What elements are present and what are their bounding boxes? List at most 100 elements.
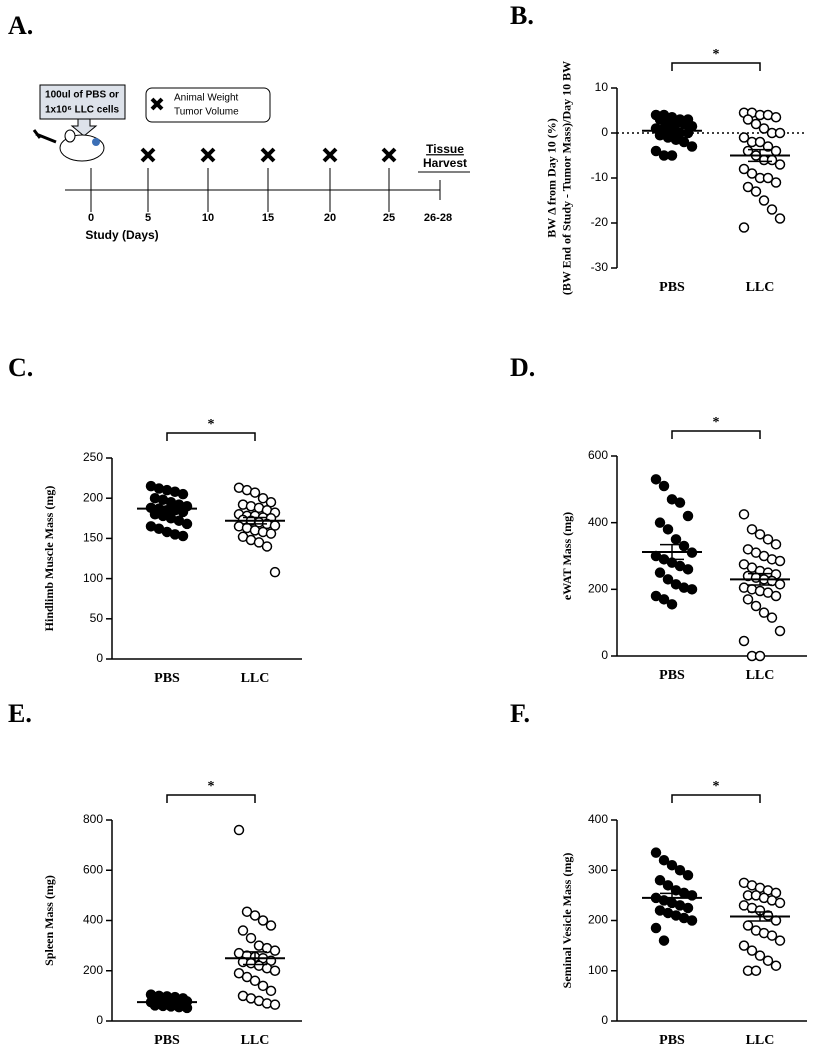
data-point <box>770 960 782 971</box>
x-tick-label: LLC <box>746 1033 775 1048</box>
panel-label: F. <box>510 699 530 728</box>
error-bar <box>748 572 772 586</box>
data-point <box>265 920 277 931</box>
data-point <box>658 935 670 946</box>
legend-text: Tumor Volume <box>174 107 239 118</box>
error-bar <box>748 911 772 922</box>
data-point <box>269 965 281 976</box>
data-point <box>754 650 766 662</box>
panel-label: A. <box>8 11 33 40</box>
data-point <box>249 487 261 498</box>
data-point <box>762 534 774 545</box>
data-point <box>770 539 782 550</box>
data-point <box>766 204 778 215</box>
y-axis-label: Spleen Mass (mg) <box>42 875 56 966</box>
data-point <box>265 528 277 539</box>
x-tick-label: PBS <box>659 1033 685 1048</box>
y-tick-label: 0 <box>96 651 103 665</box>
data-point <box>746 524 758 535</box>
y-tick-label: 600 <box>83 862 103 876</box>
timeline-tick-label: 15 <box>262 212 274 224</box>
data-point <box>762 141 774 152</box>
data-point <box>770 590 782 602</box>
harvest-text: Tissue <box>426 142 464 156</box>
data-point <box>774 625 786 637</box>
error-bar <box>243 951 267 966</box>
y-tick-label: 0 <box>601 648 608 662</box>
data-point <box>766 612 778 623</box>
data-point <box>662 574 674 585</box>
data-point <box>774 213 786 224</box>
data-point <box>738 635 750 647</box>
y-axis-label: Seminal Vesicle Mass (mg) <box>560 853 574 989</box>
data-point <box>746 168 758 179</box>
y-axis-label: (BW End of Study - Tumor Mass)/Day 10 BW <box>559 61 573 295</box>
y-tick-label: -30 <box>591 260 609 274</box>
data-point <box>770 112 782 123</box>
data-point <box>754 529 766 540</box>
data-point <box>774 127 786 139</box>
data-point <box>177 530 189 542</box>
y-tick-label: 400 <box>83 913 103 927</box>
data-point <box>237 925 249 936</box>
y-axis-label: Hindlimb Muscle Mass (mg) <box>42 486 56 632</box>
arrow <box>70 118 98 137</box>
data-point <box>674 865 686 876</box>
data-point <box>261 541 273 552</box>
chart-panel: B. 10 0 -10 -20 -30 BW Δ from Day 10 (%) (BW En… <box>510 1 807 295</box>
data-point <box>269 945 281 956</box>
data-point <box>774 555 786 567</box>
x-tick-label: LLC <box>746 280 775 295</box>
y-tick-label: 800 <box>83 812 103 826</box>
data-point <box>249 910 261 921</box>
data-point <box>754 136 766 148</box>
y-tick-label: -10 <box>591 170 609 184</box>
injection-text: 1x10⁶ LLC cells <box>45 105 120 116</box>
data-point <box>754 950 766 961</box>
data-point <box>742 181 754 193</box>
x-tick-label: PBS <box>659 668 685 683</box>
data-point <box>245 932 257 944</box>
data-point <box>738 222 750 233</box>
data-point <box>762 955 774 966</box>
data-point <box>181 518 193 530</box>
measure-mark <box>200 147 216 163</box>
data-point <box>686 584 698 595</box>
y-tick-label: 400 <box>588 515 608 529</box>
significance-label: * <box>208 779 215 794</box>
y-axis-label: BW Δ from Day 10 (%) <box>544 118 558 237</box>
timeline-tick-label: 25 <box>383 212 395 224</box>
data-point <box>662 524 674 535</box>
significance-label: * <box>713 779 720 794</box>
x-tick-label: LLC <box>241 1033 270 1048</box>
data-point <box>678 540 690 552</box>
panel-label: E. <box>8 699 32 728</box>
data-point <box>738 132 750 143</box>
data-point <box>257 915 269 926</box>
data-point <box>265 496 277 508</box>
data-point <box>658 854 670 866</box>
data-point <box>774 159 786 170</box>
y-tick-label: 100 <box>588 963 608 977</box>
data-point <box>758 123 770 134</box>
error-bar <box>660 543 684 561</box>
legend-box <box>145 87 271 123</box>
data-point <box>249 975 261 987</box>
error-bar <box>243 516 267 525</box>
data-point <box>666 599 678 610</box>
significance-label: * <box>713 47 720 62</box>
data-point <box>177 488 189 500</box>
timeline-tick-label: 5 <box>145 212 151 224</box>
data-point <box>746 945 758 956</box>
data-point <box>774 935 786 946</box>
measure-mark <box>381 147 397 163</box>
y-tick-label: 200 <box>83 963 103 977</box>
data-point <box>750 965 762 976</box>
data-point <box>257 980 269 992</box>
data-point <box>750 118 762 130</box>
y-tick-label: 200 <box>83 490 103 504</box>
data-point <box>662 880 674 891</box>
error-bar <box>155 1000 179 1004</box>
significance-label: * <box>208 417 215 432</box>
data-point <box>650 474 662 485</box>
